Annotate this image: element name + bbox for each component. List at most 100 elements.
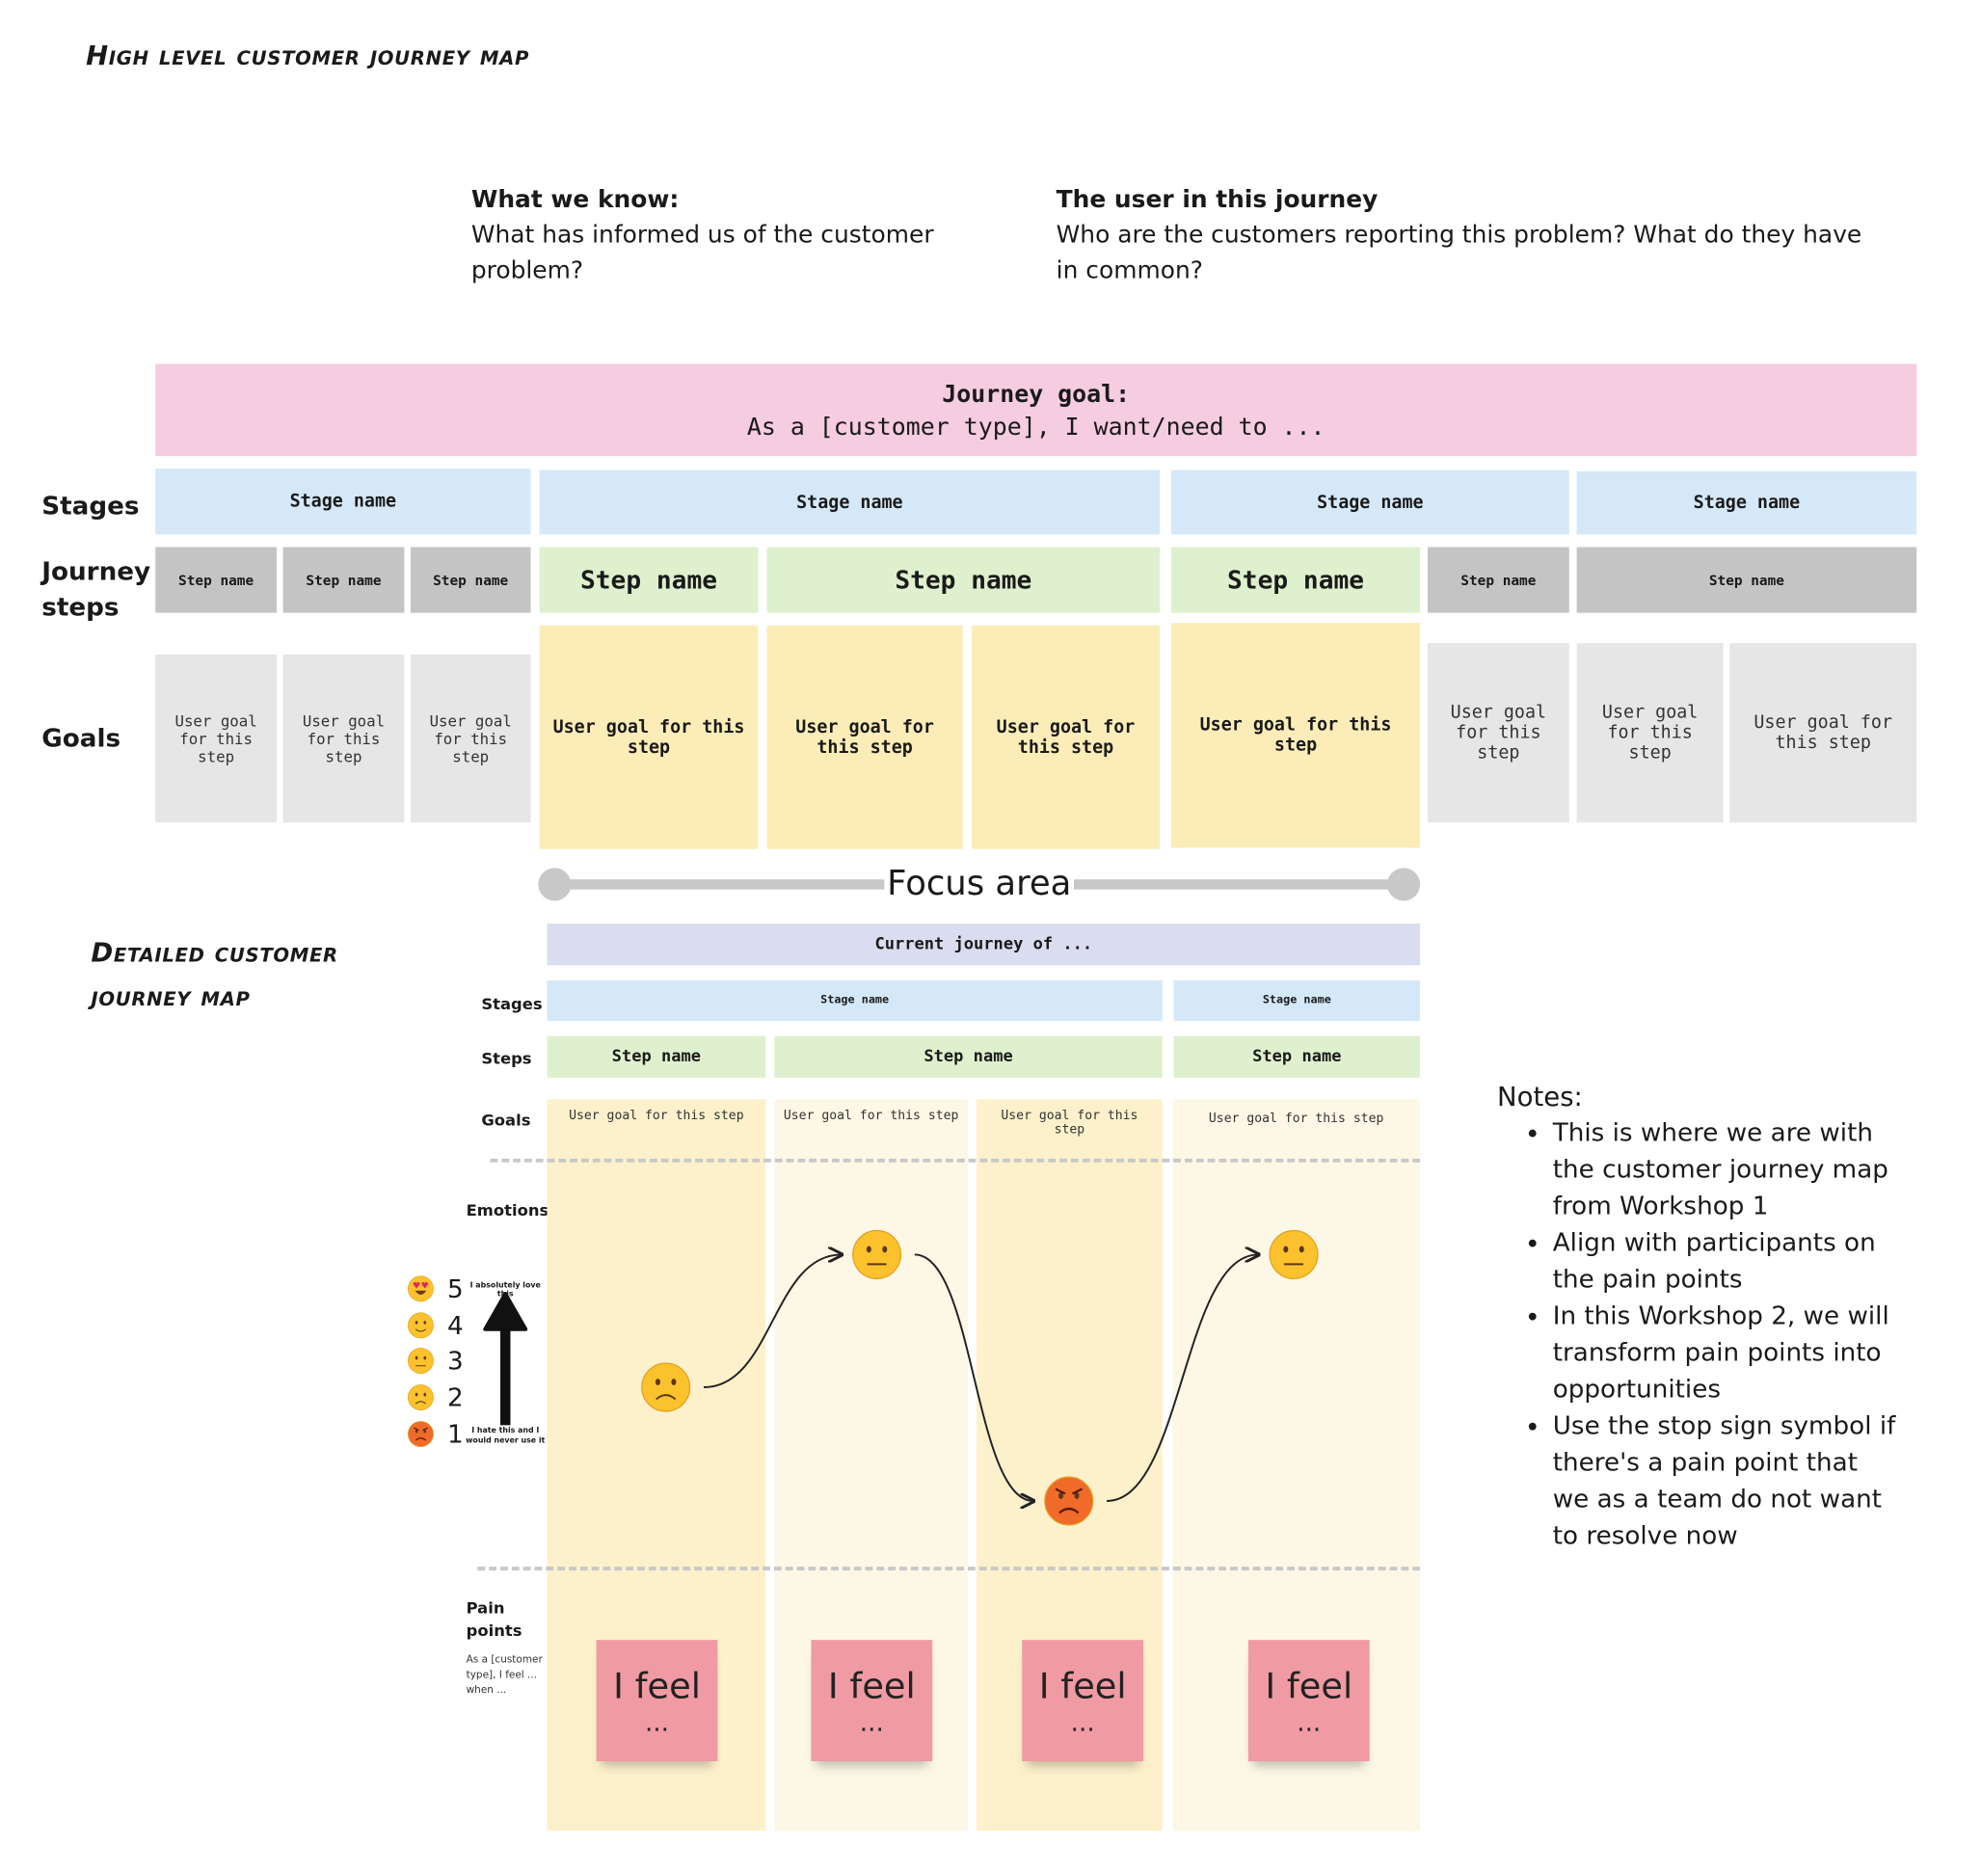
pain-point-sticky[interactable]: I feel... xyxy=(811,1640,933,1761)
step-card[interactable]: Step name xyxy=(1576,547,1917,613)
step-card-focus[interactable]: Step name xyxy=(766,547,1161,613)
note-item: Align with participants on the pain poin… xyxy=(1553,1224,1902,1298)
sticky-text: I feel xyxy=(827,1664,916,1706)
scale-top-text: I absolutely love this xyxy=(469,1280,541,1300)
goal-card-focus[interactable]: User goal for this step xyxy=(766,625,963,849)
smile-emoji-icon xyxy=(407,1311,434,1338)
goal-card-focus[interactable]: User goal for this step xyxy=(1170,623,1421,848)
page-title: High level customer journey map xyxy=(86,40,530,71)
step-card[interactable]: Step name xyxy=(282,547,405,613)
scale-row: 4 xyxy=(407,1310,464,1340)
sticky-ellipsis: ... xyxy=(644,1705,670,1737)
user-in-journey-text: Who are the customers reporting this pro… xyxy=(1056,221,1862,284)
detailed-step-card[interactable]: Step name xyxy=(1173,1035,1421,1078)
emotions-label: Emotions xyxy=(466,1200,549,1219)
journey-goal-heading: Journey goal: xyxy=(942,379,1131,408)
goal-card-focus[interactable]: User goal for this step xyxy=(971,625,1161,849)
goal-card[interactable]: User goal for this step xyxy=(410,654,531,823)
sticky-ellipsis: ... xyxy=(1297,1705,1322,1737)
divider-line xyxy=(490,1158,1421,1163)
stage-card[interactable]: Stage name xyxy=(155,469,531,535)
goal-card[interactable]: User goal for this step xyxy=(282,654,405,823)
goal-card-focus[interactable]: User goal for this step xyxy=(539,625,759,849)
pain-point-sticky[interactable]: I feel... xyxy=(596,1640,718,1761)
user-in-journey-heading: The user in this journey xyxy=(1056,185,1379,214)
pain-point-sticky[interactable]: I feel... xyxy=(1247,1640,1370,1761)
goal-text: User goal for this step xyxy=(1208,1112,1384,1126)
sticky-text: I feel xyxy=(1038,1664,1127,1706)
note-item: In this Workshop 2, we will transform pa… xyxy=(1553,1298,1902,1407)
step-card-focus[interactable]: Step name xyxy=(1170,547,1421,613)
scale-arrow-icon xyxy=(483,1292,528,1426)
scale-value: 5 xyxy=(446,1273,464,1304)
emotion-connector xyxy=(704,1254,842,1389)
angry-emoji-icon[interactable] xyxy=(1044,1476,1094,1526)
frown-emoji-icon[interactable] xyxy=(641,1362,691,1412)
journey-steps-label: Journey steps xyxy=(41,555,151,622)
detailed-title: Detailed customer journey map xyxy=(91,937,338,1012)
current-journey-header[interactable]: Current journey of ... xyxy=(547,924,1421,966)
note-item: This is where we are with the customer j… xyxy=(1553,1114,1902,1224)
goals-label: Goals xyxy=(41,722,121,754)
journey-goal-banner[interactable]: Journey goal: As a [customer type], I wa… xyxy=(155,363,1917,457)
detailed-step-card[interactable]: Step name xyxy=(547,1035,766,1078)
focus-area-label: Focus area xyxy=(884,863,1075,906)
sticky-ellipsis: ... xyxy=(859,1705,884,1737)
focus-area-end-handle[interactable] xyxy=(1387,868,1421,901)
stage-card[interactable]: Stage name xyxy=(1170,469,1569,535)
detailed-stage-card[interactable]: Stage name xyxy=(547,980,1163,1021)
goal-card[interactable]: User goal for this step xyxy=(1576,643,1724,823)
scale-value: 1 xyxy=(446,1418,464,1449)
goal-text: User goal for this step xyxy=(569,1109,744,1124)
neutral-emoji-icon xyxy=(407,1348,434,1375)
user-in-journey: The user in this journey Who are the cus… xyxy=(1057,182,1890,288)
sticky-text: I feel xyxy=(613,1664,701,1706)
what-we-know: What we know: What has informed us of th… xyxy=(471,182,977,288)
svg-text:♥: ♥ xyxy=(421,1280,429,1291)
scale-row: 2 xyxy=(407,1382,464,1412)
detailed-stages-label: Stages xyxy=(481,994,543,1014)
divider-line xyxy=(477,1567,1421,1571)
pain-point-sticky[interactable]: I feel... xyxy=(1022,1640,1144,1761)
goal-text: User goal for this step xyxy=(1001,1109,1138,1138)
stage-card[interactable]: Stage name xyxy=(1576,470,1917,535)
notes-panel: Notes: This is where we are with the cus… xyxy=(1497,1079,1901,1554)
scale-row: 3 xyxy=(407,1346,464,1377)
detailed-goals-label: Goals xyxy=(481,1111,531,1130)
emotion-connector xyxy=(914,1253,1033,1501)
step-card[interactable]: Step name xyxy=(410,547,531,613)
step-card-focus[interactable]: Step name xyxy=(539,547,759,613)
detailed-stage-card[interactable]: Stage name xyxy=(1173,980,1421,1021)
stages-label: Stages xyxy=(41,490,140,521)
heart-eyes-emoji-icon: ♥ ♥ xyxy=(407,1275,434,1302)
journey-goal-text: As a [customer type], I want/need to ... xyxy=(746,412,1325,441)
svg-text:♥: ♥ xyxy=(413,1280,420,1291)
emotion-connector xyxy=(1107,1254,1258,1502)
what-we-know-heading: What we know: xyxy=(470,185,680,214)
neutral-emoji-icon[interactable] xyxy=(852,1229,902,1279)
scale-value: 4 xyxy=(446,1309,464,1341)
neutral-emoji-icon[interactable] xyxy=(1269,1229,1319,1279)
step-card[interactable]: Step name xyxy=(155,547,278,613)
scale-bottom-text: I hate this and I would never use it xyxy=(466,1426,546,1446)
emotion-scale: ♥ ♥ 5 4 3 2 1 xyxy=(407,1273,546,1450)
goal-card[interactable]: User goal for this step xyxy=(1729,643,1917,823)
frown-emoji-icon xyxy=(407,1384,434,1411)
goal-card[interactable]: User goal for this step xyxy=(1427,643,1569,823)
goal-card[interactable]: User goal for this step xyxy=(155,654,278,823)
scale-row: 1 xyxy=(407,1419,464,1449)
step-card[interactable]: Step name xyxy=(1427,547,1569,613)
detailed-steps-label: Steps xyxy=(481,1048,532,1068)
pain-points-label: Pain points xyxy=(466,1597,522,1641)
sticky-text: I feel xyxy=(1265,1664,1353,1706)
what-we-know-text: What has informed us of the customer pro… xyxy=(470,221,934,284)
stage-card[interactable]: Stage name xyxy=(539,469,1161,535)
goal-text: User goal for this step xyxy=(783,1109,959,1124)
pain-points-hint: As a [customer type], I feel ... when ..… xyxy=(466,1653,543,1696)
focus-area-start-handle[interactable] xyxy=(538,868,572,901)
note-item: Use the stop sign symbol if there's a pa… xyxy=(1553,1407,1902,1554)
scale-value: 3 xyxy=(446,1346,464,1377)
notes-heading: Notes: xyxy=(1497,1081,1583,1112)
detailed-step-card[interactable]: Step name xyxy=(774,1035,1163,1078)
